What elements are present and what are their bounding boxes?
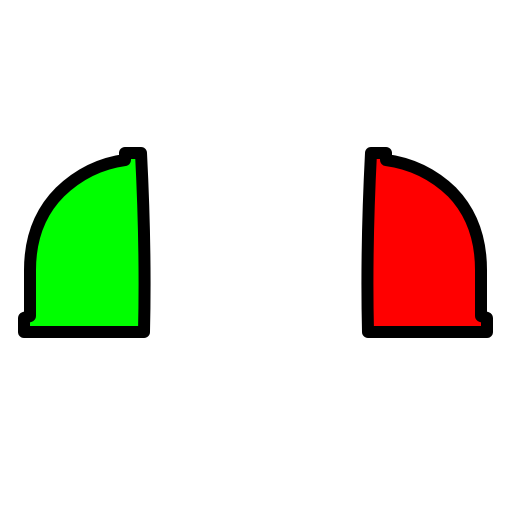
right-dome-shape xyxy=(361,147,493,338)
green-shape-icon xyxy=(18,147,151,338)
red-shape-icon xyxy=(361,147,493,338)
left-dome-shape xyxy=(18,147,151,338)
